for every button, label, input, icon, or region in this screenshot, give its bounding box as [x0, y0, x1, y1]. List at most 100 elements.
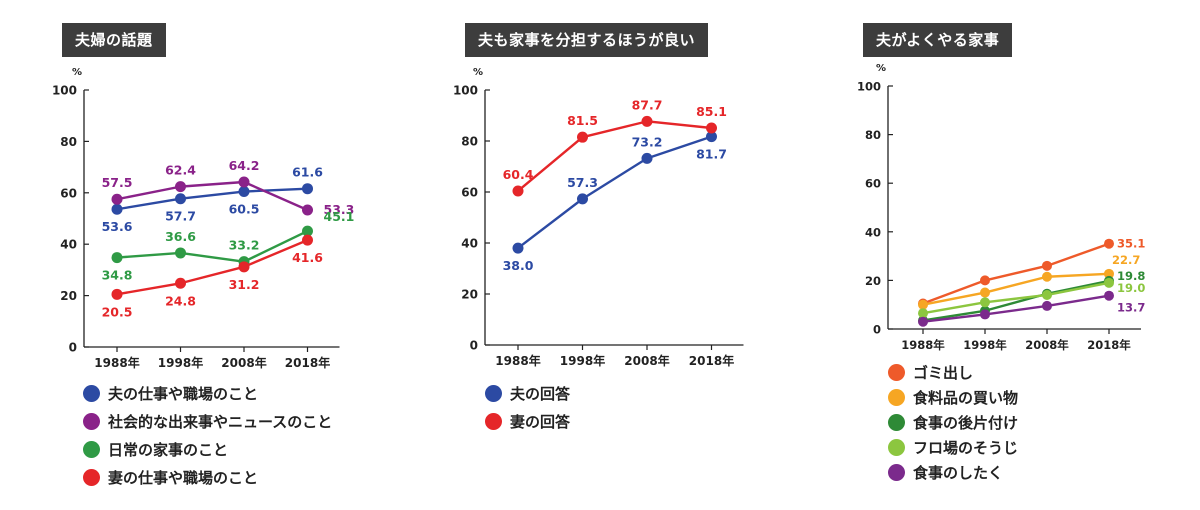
data-point: [512, 185, 524, 197]
legend-label: 夫の仕事や職場のこと: [108, 385, 259, 403]
chart-panel-couple-topics: 夫婦の話題 % 0 20 40 60 80 100 1988年 1998年 2008年 2018年 5…: [0, 0, 400, 510]
series-line: [116, 180, 308, 212]
legend-label: 日常の家事のこと: [108, 441, 229, 459]
series-line: [922, 294, 1110, 323]
data-label: 60.5: [229, 202, 260, 217]
legend-label: 社会的な出来事やニュースのこと: [108, 413, 333, 431]
data-point: [238, 261, 250, 273]
series-line: [116, 230, 309, 263]
data-label: 61.6: [292, 165, 323, 180]
data-label: 35.1: [1117, 237, 1145, 251]
data-point: [175, 277, 186, 289]
data-label: 87.7: [632, 97, 663, 112]
legend-label: フロ場のそうじ: [913, 439, 1019, 457]
data-point: [980, 275, 990, 286]
data-point: [175, 181, 186, 193]
x-tick-label: 2008年: [624, 353, 669, 368]
data-point: [1104, 277, 1114, 288]
data-point: [1104, 290, 1114, 301]
y-tick-label: 80: [865, 128, 881, 142]
data-label: 22.7: [1112, 253, 1140, 267]
data-point: [577, 193, 588, 205]
legend-swatch: [83, 413, 100, 430]
line-chart-couple-topics: % 0 20 40 60 80 100 1988年 1998年 2008年 2018年 53.6 57.…: [52, 67, 355, 370]
data-point: [111, 288, 123, 300]
legend-label: 妻の回答: [510, 413, 571, 431]
series-line: [116, 238, 308, 296]
data-label: 34.8: [102, 268, 133, 283]
x-tick-label: 2018年: [285, 355, 330, 370]
series-line: [517, 120, 712, 192]
data-point: [577, 131, 588, 143]
data-point: [175, 193, 186, 205]
y-tick-label: 100: [857, 80, 881, 94]
legend-swatch: [83, 385, 100, 402]
data-point: [641, 152, 653, 164]
x-tick-label: 2018年: [689, 353, 734, 368]
y-tick-label: 60: [60, 186, 77, 200]
x-tick-label: 1988年: [94, 355, 139, 370]
data-point: [641, 115, 653, 127]
data-label: 62.4: [165, 163, 196, 178]
y-tick-label: 60: [865, 177, 881, 191]
data-point: [1042, 300, 1052, 311]
data-label: 24.8: [165, 293, 196, 308]
data-label: 19.0: [1117, 281, 1145, 295]
data-point: [512, 242, 524, 254]
series-line: [922, 281, 1110, 315]
y-tick-label: 0: [69, 341, 77, 355]
data-point: [1042, 260, 1052, 271]
data-point: [238, 176, 250, 188]
data-point: [1104, 238, 1114, 249]
y-tick-label: 40: [865, 225, 881, 239]
y-tick-label: 100: [52, 84, 77, 98]
series-line: [922, 272, 1110, 306]
legend-swatch: [888, 364, 905, 381]
unit-label: %: [72, 67, 82, 78]
x-tick-label: 2008年: [221, 355, 266, 370]
legend-swatch: [888, 464, 905, 481]
legend-swatch: [888, 414, 905, 431]
legend-label: 夫の回答: [510, 385, 571, 403]
data-point: [706, 122, 717, 134]
data-label: 38.0: [503, 258, 534, 273]
series-line: [922, 279, 1110, 322]
unit-label: %: [876, 63, 886, 74]
data-point: [111, 193, 123, 205]
data-label: 53.3: [324, 202, 355, 217]
data-point: [175, 247, 186, 259]
legend-swatch: [888, 439, 905, 456]
data-label: 73.2: [632, 134, 663, 149]
line-chart-husband-chores: % 0 20 40 60 80 100 1988年 1998年 2008年 2018年 35.1 22.…: [857, 63, 1145, 352]
legend-label: 妻の仕事や職場のこと: [108, 469, 259, 487]
chart-panel-husband-chores: 夫がよくやる家事 % 0 20 40 60 80 100 1988年 1998年 2008年 201…: [800, 0, 1200, 510]
data-label: 60.4: [503, 167, 534, 182]
legend-swatch: [83, 469, 100, 486]
x-tick-label: 1998年: [158, 355, 203, 370]
chart-title: 夫婦の話題: [62, 23, 166, 57]
y-tick-label: 40: [461, 237, 478, 251]
data-point: [706, 131, 717, 143]
legend-swatch: [83, 441, 100, 458]
legend-label: 食料品の買い物: [913, 389, 1019, 407]
x-tick-label: 2018年: [1087, 338, 1131, 352]
data-point: [302, 225, 313, 237]
data-label: 33.2: [229, 238, 260, 253]
data-point: [302, 204, 313, 216]
data-point: [1042, 271, 1052, 282]
data-point: [1104, 268, 1114, 279]
data-label: 45.1: [324, 209, 355, 224]
data-label: 41.6: [292, 250, 323, 265]
data-label: 85.1: [696, 104, 727, 119]
series-line: [922, 242, 1110, 305]
data-label: 57.5: [102, 175, 133, 190]
data-point: [980, 309, 990, 320]
y-tick-label: 20: [461, 288, 478, 302]
legend-label: 食事の後片付け: [913, 414, 1019, 432]
y-tick-label: 0: [470, 339, 478, 353]
chart-panel-housework-sharing: 夫も家事を分担するほうが良い % 0 20 40 60 80 100 1988年 1998年 20…: [400, 0, 800, 510]
data-point: [238, 186, 250, 198]
data-label: 81.5: [567, 113, 598, 128]
line-chart-housework-sharing: % 0 20 40 60 80 100 1988年 1998年 2008年 2018年 38.0 57.…: [453, 67, 744, 368]
y-tick-label: 20: [60, 289, 77, 303]
